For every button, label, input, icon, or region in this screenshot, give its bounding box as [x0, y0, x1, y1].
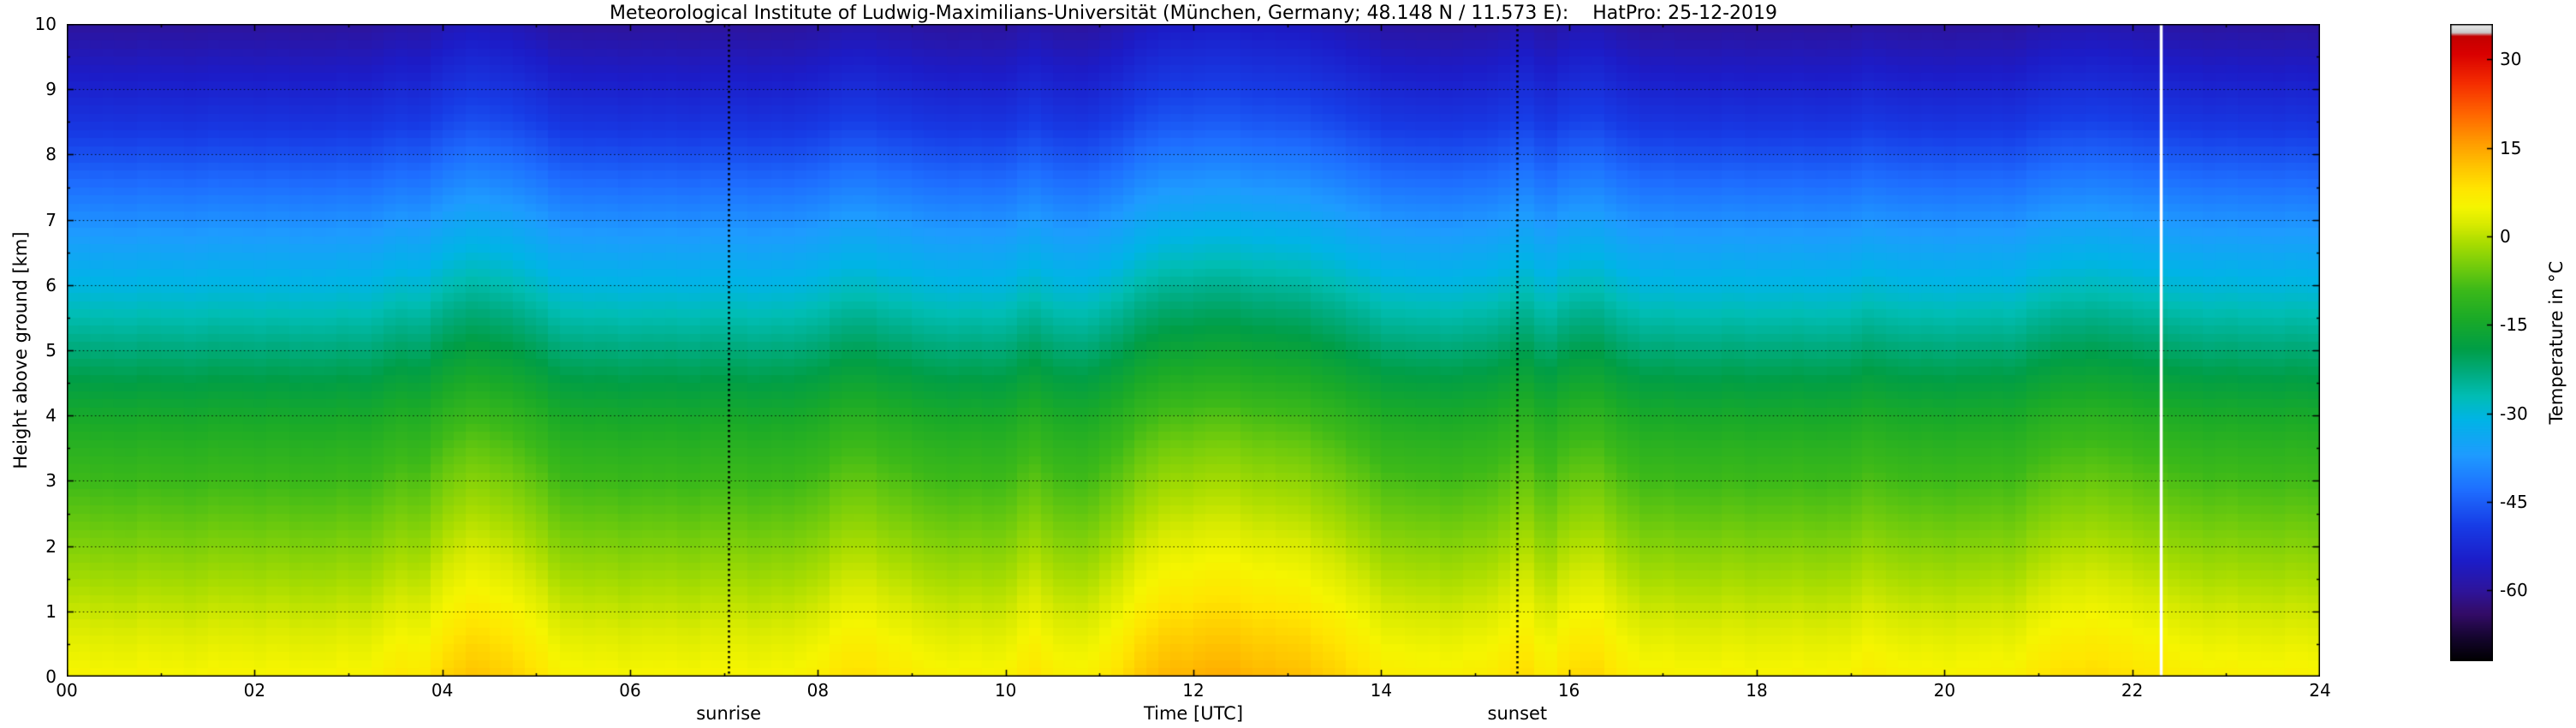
heatmap-canvas	[67, 24, 2320, 677]
colorbar-tick-label: -15	[2500, 314, 2528, 336]
colorbar-tick-label: -45	[2500, 492, 2528, 512]
y-tick-label: 2	[45, 535, 57, 557]
y-tick-label: 10	[34, 14, 57, 34]
x-tick-label: 22	[2121, 680, 2144, 701]
x-tick-label: 06	[619, 680, 641, 701]
colorbar-label: Temperature in °C	[2546, 260, 2567, 425]
y-tick-label: 6	[45, 274, 57, 295]
x-tick-label: 16	[1557, 680, 1580, 701]
x-tick-label: 02	[243, 680, 266, 701]
x-tick-label: 20	[1933, 680, 1956, 701]
x-tick-label: 12	[1182, 680, 1205, 701]
x-tick-label: 00	[56, 680, 78, 701]
colorbar-tick-label: -30	[2500, 403, 2528, 424]
x-tick-label: 24	[2309, 680, 2331, 701]
x-tick-label: 14	[1370, 680, 1393, 701]
y-tick-labels: 0 1 2 3 4 5 6 7 8 9 10	[0, 0, 60, 728]
x-axis-label: Time [UTC]	[1143, 703, 1244, 724]
y-tick-label: 7	[45, 209, 57, 230]
y-tick-label: 0	[45, 666, 57, 687]
y-tick-label: 9	[45, 79, 57, 100]
y-tick-label: 4	[45, 405, 57, 427]
x-tick-label: 08	[806, 680, 830, 701]
y-tick-label: 8	[45, 144, 57, 165]
sunset-label: sunset	[1487, 703, 1548, 724]
y-tick-label: 3	[45, 470, 57, 492]
colorbar-tick-label: 15	[2500, 137, 2522, 158]
colorbar-tick-label: -60	[2500, 580, 2528, 601]
colorbar-tick-label: 30	[2500, 49, 2522, 70]
x-tick-label: 18	[1746, 680, 1768, 701]
x-tick-label: 04	[431, 680, 454, 701]
x-tick-label: 10	[994, 680, 1017, 701]
y-tick-label: 1	[45, 600, 57, 622]
sunrise-label: sunrise	[696, 703, 762, 724]
colorbar-tick-label: 0	[2500, 226, 2511, 247]
chart-title: Meteorological Institute of Ludwig-Maxim…	[609, 3, 1778, 24]
y-tick-label: 5	[45, 340, 57, 361]
colorbar-canvas	[2450, 24, 2493, 661]
